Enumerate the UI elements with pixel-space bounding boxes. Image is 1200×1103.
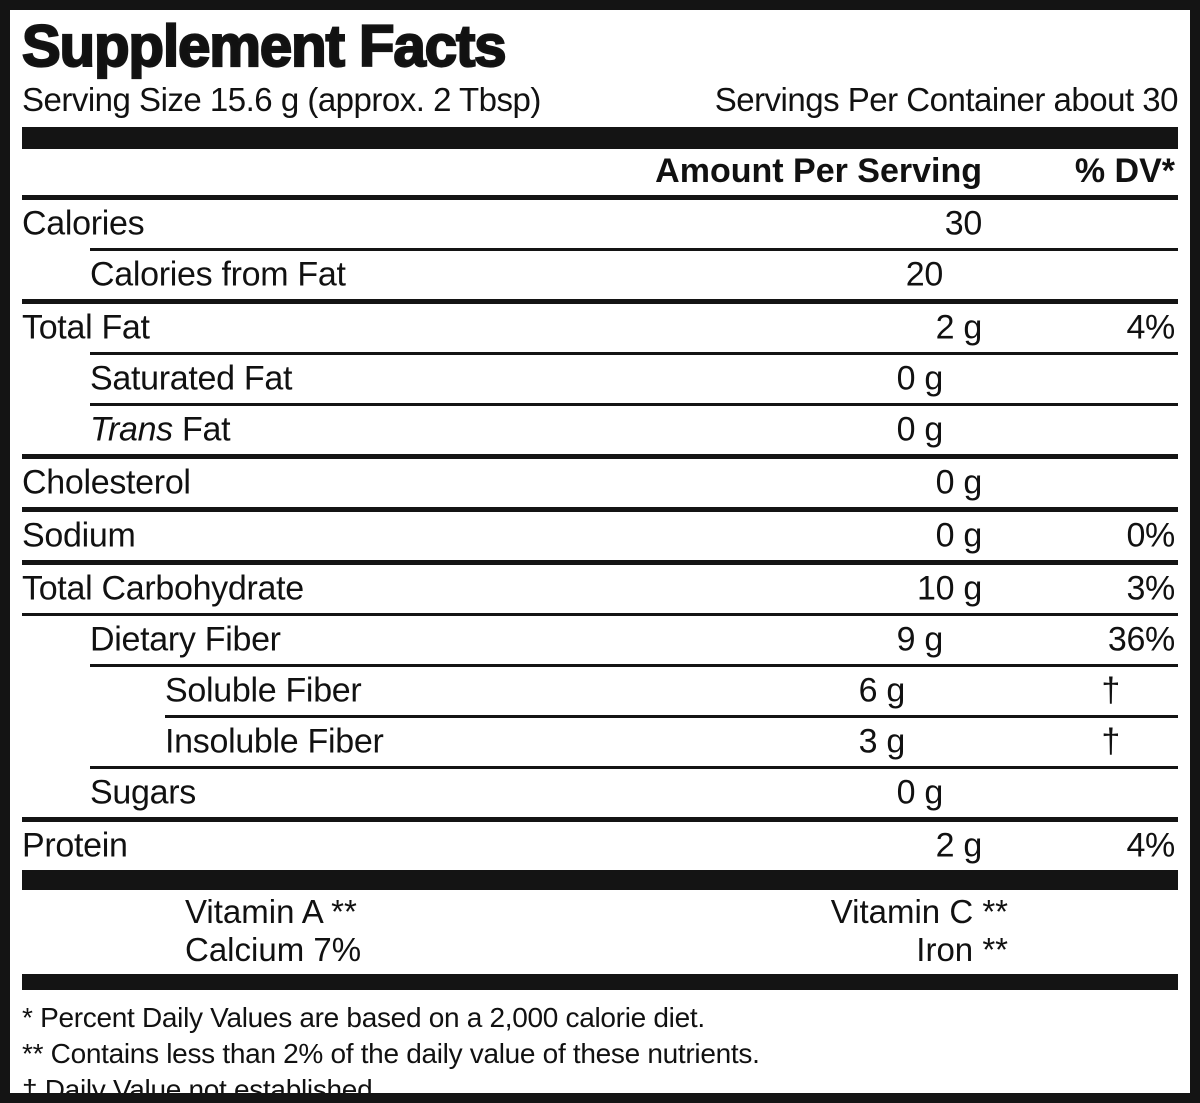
divider-thick-top <box>22 127 1178 149</box>
row-insoluble-fiber: Insoluble Fiber 3 g † <box>22 718 1178 766</box>
nutrient-dv: 0% <box>1126 516 1175 555</box>
footnotes-section: * Percent Daily Values are based on a 2,… <box>22 990 1178 1103</box>
percent-dv-header: % DV* <box>1074 152 1175 190</box>
row-dietary-fiber: Dietary Fiber 9 g 36% <box>22 616 1178 664</box>
nutrient-name: Total Fat <box>22 308 150 347</box>
divider-row <box>165 715 1178 718</box>
nutrient-amount: 10 g <box>917 569 982 608</box>
nutrient-name: Calories from Fat <box>90 255 346 294</box>
divider-row <box>90 403 1178 406</box>
nutrient-name: Soluble Fiber <box>165 671 362 710</box>
servings-per-container: Servings Per Container about 30 <box>714 81 1179 118</box>
nutrient-amount: 9 g <box>896 620 944 659</box>
nutrient-name: Total Carbohydrate <box>22 569 304 608</box>
vitamin-c: Vitamin C ** <box>830 893 1008 930</box>
label-title: Supplement Facts <box>21 14 508 79</box>
nutrient-amount: 0 g <box>896 773 944 812</box>
nutrient-name: Insoluble Fiber <box>165 722 384 761</box>
vitamin-row: Calcium 7% Iron ** <box>22 931 1178 969</box>
divider-thick-middle <box>22 870 1178 890</box>
nutrient-dv: 4% <box>1126 826 1175 865</box>
divider-row <box>22 507 1178 512</box>
nutrient-name: Dietary Fiber <box>90 620 281 659</box>
divider-row <box>90 664 1178 667</box>
row-sodium: Sodium 0 g 0% <box>22 512 1178 560</box>
nutrient-name: Protein <box>22 826 128 865</box>
serving-info: Serving Size 15.6 g (approx. 2 Tbsp) Ser… <box>22 80 1179 120</box>
nutrient-dv: 3% <box>1126 569 1175 608</box>
nutrient-dv: † <box>1101 722 1120 761</box>
divider-row <box>90 248 1178 251</box>
row-saturated-fat: Saturated Fat 0 g <box>22 355 1178 403</box>
nutrient-dv: 36% <box>1107 620 1175 659</box>
row-cholesterol: Cholesterol 0 g <box>22 459 1178 507</box>
vitamin-a: Vitamin A ** <box>185 893 357 930</box>
divider-row <box>90 766 1178 769</box>
vitamin-row: Vitamin A ** Vitamin C ** <box>22 893 1178 931</box>
nutrient-amount: 2 g <box>935 308 983 347</box>
nutrient-amount: 20 <box>905 255 944 294</box>
column-header-row: Amount Per Serving % DV* <box>22 149 1178 195</box>
nutrient-amount: 2 g <box>935 826 983 865</box>
nutrient-amount: 3 g <box>858 722 906 761</box>
row-protein: Protein 2 g 4% <box>22 822 1178 870</box>
row-sugars: Sugars 0 g <box>22 769 1178 817</box>
nutrient-amount: 0 g <box>935 463 983 502</box>
nutrient-amount: 0 g <box>896 359 944 398</box>
iron: Iron ** <box>916 931 1008 968</box>
nutrient-amount: 30 <box>944 204 983 243</box>
nutrient-name: Sodium <box>22 516 136 555</box>
amount-per-serving-header: Amount Per Serving <box>655 152 982 190</box>
nutrient-name-italic: Trans <box>90 410 173 449</box>
nutrient-amount: 0 g <box>935 516 983 555</box>
row-calories-from-fat: Calories from Fat 20 <box>22 251 1178 299</box>
serving-size: Serving Size 15.6 g (approx. 2 Tbsp) <box>22 81 541 118</box>
nutrient-dv: 4% <box>1126 308 1175 347</box>
divider-row <box>90 352 1178 355</box>
nutrient-name: Trans Fat <box>90 410 231 449</box>
divider-thick-bottom <box>22 974 1178 990</box>
row-trans-fat: Trans Fat 0 g <box>22 406 1178 454</box>
row-calories: Calories 30 <box>22 200 1178 248</box>
nutrient-name: Cholesterol <box>22 463 191 502</box>
calcium: Calcium 7% <box>185 931 362 968</box>
divider-row <box>22 454 1178 459</box>
footnote-percent-dv: * Percent Daily Values are based on a 2,… <box>22 1002 705 1033</box>
footnote-contains-less: ** Contains less than 2% of the daily va… <box>22 1038 760 1069</box>
nutrient-amount: 0 g <box>896 410 944 449</box>
row-soluble-fiber: Soluble Fiber 6 g † <box>22 667 1178 715</box>
row-total-fat: Total Fat 2 g 4% <box>22 304 1178 352</box>
row-total-carbohydrate: Total Carbohydrate 10 g 3% <box>22 565 1178 613</box>
divider-row <box>22 613 1178 616</box>
nutrient-amount: 6 g <box>858 671 906 710</box>
divider-row <box>22 817 1178 822</box>
nutrient-dv: † <box>1101 671 1120 710</box>
nutrient-name: Sugars <box>90 773 196 812</box>
footnote-dv-not-established: † Daily Value not established. <box>22 1074 380 1103</box>
nutrient-name: Calories <box>22 204 145 243</box>
divider-row <box>22 560 1178 565</box>
divider-header <box>22 195 1178 200</box>
nutrient-name: Saturated Fat <box>90 359 293 398</box>
divider-row <box>22 299 1178 304</box>
vitamins-section: Vitamin A ** Vitamin C ** Calcium 7% Iro… <box>22 890 1178 974</box>
